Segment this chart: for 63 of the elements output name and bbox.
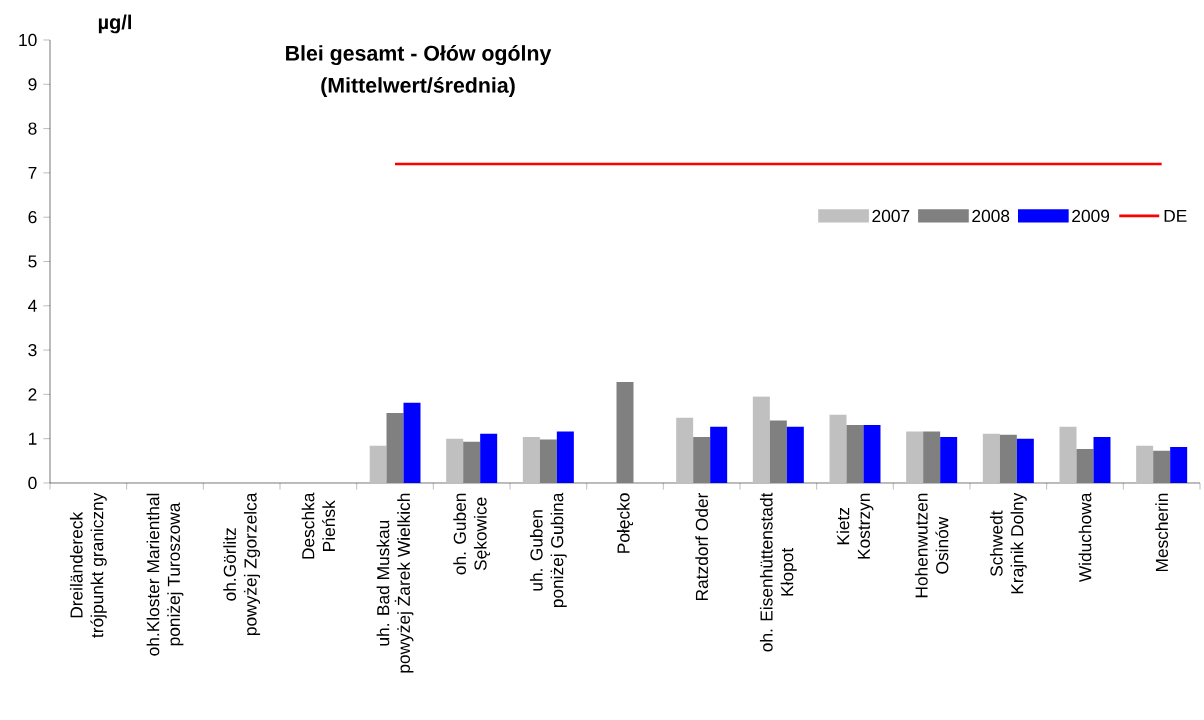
text: Blei gesamt - Ołów ogólny (Mittelwert/średnia) [286,44,552,98]
bar [1093,436,1111,483]
bar [693,436,711,483]
bar [1153,450,1171,483]
y-tick-label: 9 [28,78,37,91]
x-tick-label: Schwedt Krajnik Dolny [989,492,1027,594]
bar [769,420,787,483]
x-tick-label: uh. Guben poniżej Gubina [529,492,567,608]
bar [386,412,404,483]
bar [539,439,557,483]
bar [906,431,924,483]
legend-label: 2008 [972,209,1010,223]
legend-label: 2007 [872,209,910,223]
bar [446,438,464,483]
bar [403,402,421,483]
y-tick-label: 1 [28,432,37,445]
bar [1016,438,1034,483]
bar [676,417,694,483]
y-tick-label: 7 [28,166,37,179]
bar [480,433,498,483]
x-tick-label: Kietz Kostrzyn [836,493,874,559]
bar [1170,447,1188,483]
bar [616,381,634,483]
bar [999,434,1017,483]
bar [786,426,804,483]
bar [752,396,770,483]
bar [463,441,481,483]
x-tick-label: Widuchowa [1078,492,1092,583]
legend-label: 2009 [1072,209,1110,223]
x-tick-label: oh.Kloster Marienthal poniżej Turoszowa [146,493,184,656]
bar [846,424,864,483]
x-tick-label: Mescherin [1155,493,1169,572]
legend-label: DE [1164,209,1187,222]
bar [1059,426,1077,483]
y-tick-label: 6 [28,211,37,224]
y-tick-label: 2 [28,388,37,401]
bar [369,445,387,483]
bar [923,431,941,483]
bar [1076,448,1094,483]
x-tick-label: oh. Guben Sękowice [453,493,491,575]
x-tick-label: Ratzdorf Oder [695,492,709,601]
y-tick-label: 4 [28,299,37,312]
bar [940,436,958,483]
x-tick-label: Połęcko [616,493,634,553]
y-tick-label: 5 [28,255,37,268]
y-tick-label: 3 [28,343,37,357]
bar [829,414,847,483]
bar [1136,445,1154,483]
x-tick-label: oh.Görlitz powyżej Zgorzelca [223,492,261,636]
x-tick-label: oh. Eisenhüttenstadt Kłopot [759,492,797,652]
y-axis-title: µg/l [98,14,132,34]
bar [710,426,728,483]
y-tick-label: 10 [19,33,37,47]
x-tick-label: uh. Bad Muskau powyżej Żarek Wielkich [376,493,414,673]
bar [556,431,574,483]
x-tick-label: Dreiländereck trójpunkt graniczny [69,492,107,638]
bar [982,433,1000,483]
y-tick-label: 8 [28,122,37,135]
bar [522,436,540,483]
x-tick-label: Deschka Pieńsk [301,492,336,559]
y-tick-label: 0 [28,476,37,490]
bar [863,424,881,483]
x-tick-label: Hohenwutzen Osinów [914,493,949,598]
